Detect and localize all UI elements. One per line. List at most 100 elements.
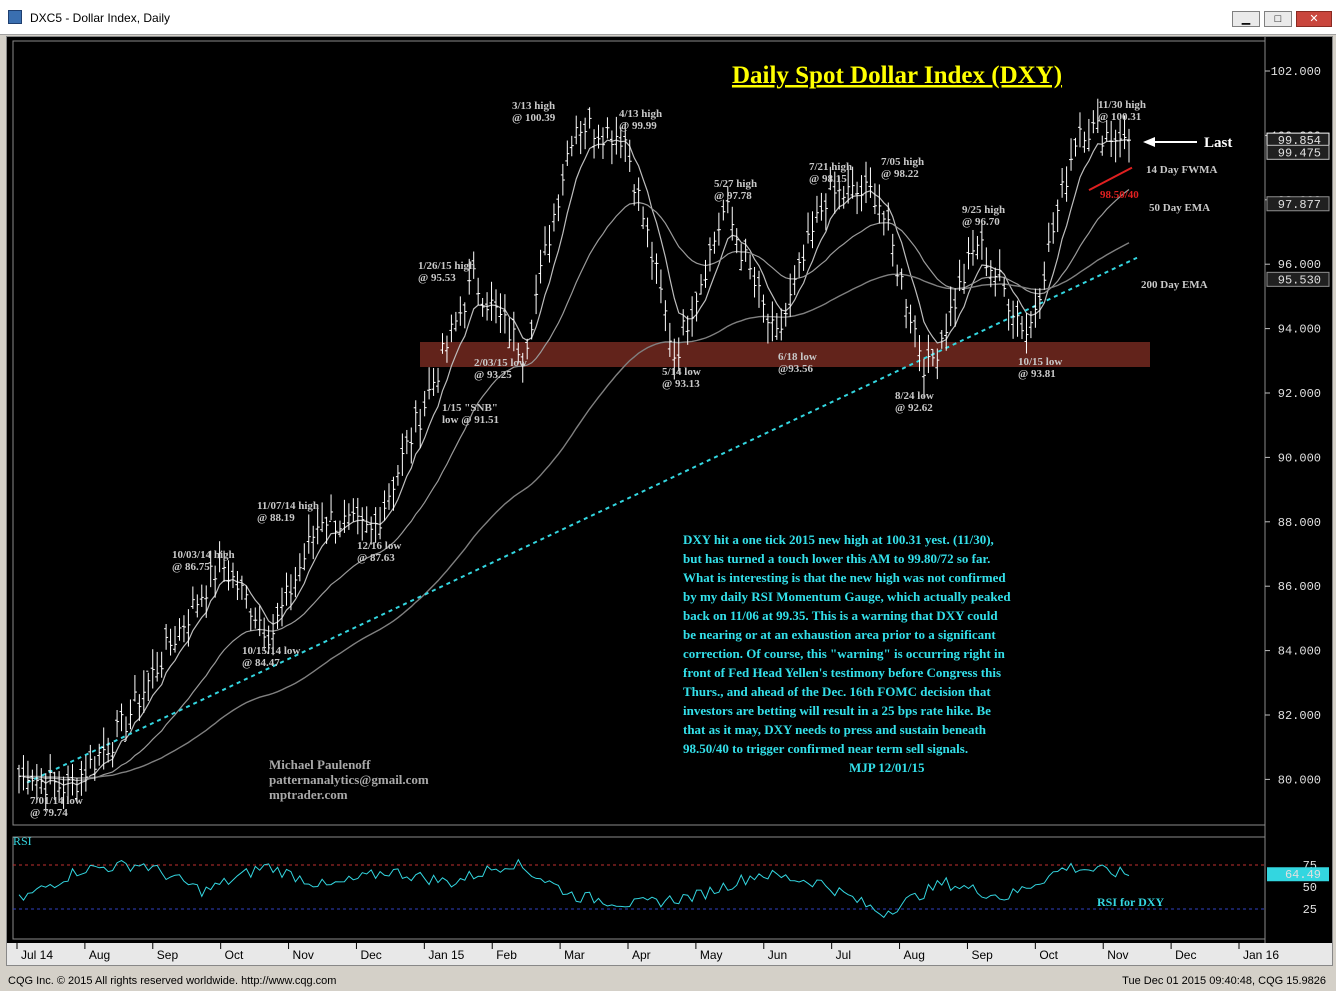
- price-bar: [926, 334, 931, 374]
- price-bar: [395, 464, 400, 486]
- price-bar: [939, 329, 944, 349]
- x-tick-label: Nov: [293, 948, 314, 962]
- price-bar: [850, 166, 855, 199]
- price-bar: [195, 594, 200, 618]
- annotation-line: @ 95.53: [418, 272, 456, 284]
- dxy-chart[interactable]: Daily Spot Dollar Index (DXY)3/13 high@ …: [7, 37, 1332, 965]
- window-titlebar: DXC5 - Dollar Index, Daily ▁ □ ✕: [0, 0, 1336, 35]
- price-bar: [569, 135, 574, 157]
- price-bar: [449, 314, 454, 343]
- x-tick-label: Sep: [971, 948, 993, 962]
- x-tick-label: Jul 14: [21, 948, 53, 962]
- price-bar: [846, 165, 851, 204]
- price-bar: [297, 553, 302, 582]
- price-bar: [739, 243, 744, 271]
- price-bar: [382, 490, 387, 521]
- annotation-line: @ 97.78: [714, 190, 752, 202]
- rsi-tick-label: 25: [1303, 903, 1317, 917]
- x-tick-label: Dec: [1175, 948, 1196, 962]
- price-bar: [70, 764, 75, 796]
- author-line: patternanalytics@gmail.com: [269, 772, 429, 787]
- price-bar: [783, 302, 788, 327]
- y-tick-label: 82.000: [1278, 709, 1321, 723]
- annotation: 6/18 low@93.56: [778, 351, 817, 375]
- price-bar: [855, 181, 860, 215]
- price-bar: [266, 625, 271, 655]
- price-bar: [199, 584, 204, 607]
- x-tick-label: Aug: [89, 948, 110, 962]
- x-axis-strip: [7, 943, 1332, 965]
- price-bar: [904, 298, 909, 329]
- annotation: 5/14 low@ 93.13: [662, 366, 701, 390]
- annotation-line: @ 88.19: [257, 512, 295, 524]
- price-bar: [997, 249, 1002, 282]
- annotation-line: 7/05 high: [881, 156, 924, 168]
- price-bar: [159, 651, 164, 678]
- x-tick-label: Nov: [1107, 948, 1128, 962]
- y-tick-label: 90.000: [1278, 451, 1321, 465]
- price-bar: [413, 400, 418, 433]
- minimize-button[interactable]: ▁: [1232, 11, 1260, 27]
- maximize-button[interactable]: □: [1264, 11, 1292, 27]
- annotation-line: 4/13 high: [619, 108, 662, 120]
- price-bar: [190, 586, 195, 609]
- price-bar: [881, 210, 886, 236]
- price-bar: [725, 186, 730, 214]
- commentary-line: front of Fed Head Yellen's testimony bef…: [683, 665, 1001, 680]
- annotation: 10/15/14 low@ 84.47: [242, 645, 300, 669]
- price-bar: [1127, 128, 1131, 163]
- annotation: 10/15 low@ 93.81: [1018, 356, 1062, 380]
- annotation-line: 9/25 high: [962, 204, 1005, 216]
- last-arrow-head: [1143, 137, 1155, 147]
- annotation-line: @ 79.74: [30, 807, 68, 819]
- price-bar: [79, 760, 84, 796]
- price-bar: [418, 408, 423, 448]
- price-bar: [868, 167, 873, 198]
- annotation-line: @ 93.81: [1018, 368, 1056, 380]
- price-bar: [1122, 115, 1127, 150]
- price-bar: [543, 226, 548, 256]
- annotation: 1/26/15 high@ 95.53: [418, 260, 475, 284]
- price-bar: [618, 127, 623, 159]
- annotation: 8/24 low@ 92.62: [895, 390, 934, 414]
- commentary-line: that as it may, DXY needs to press and s…: [683, 722, 987, 737]
- price-bar: [1073, 137, 1078, 157]
- price-bar: [774, 313, 779, 340]
- x-tick-label: Feb: [496, 948, 517, 962]
- commentary-line: by my daily RSI Momentum Gauge, which ac…: [683, 589, 1011, 604]
- price-bar: [516, 342, 521, 364]
- price-bar: [132, 675, 137, 702]
- price-bar: [409, 427, 414, 464]
- annotation-line: 5/14 low: [662, 366, 701, 378]
- level-label: 98.50/40: [1100, 189, 1139, 201]
- price-bar: [1011, 300, 1016, 339]
- annotations: Daily Spot Dollar Index (DXY)3/13 high@ …: [30, 62, 1232, 819]
- x-tick-label: Aug: [904, 948, 925, 962]
- price-bar: [792, 265, 797, 296]
- price-bar: [877, 184, 882, 224]
- price-bar: [476, 277, 481, 306]
- price-bar: [257, 605, 262, 637]
- price-bar: [1113, 129, 1118, 163]
- price-bar: [61, 776, 66, 809]
- price-bar: [609, 130, 614, 165]
- price-bar: [141, 670, 146, 713]
- price-bar: [819, 192, 824, 221]
- price-bar: [752, 266, 757, 298]
- price-bar: [962, 263, 967, 294]
- price-bar: [485, 292, 490, 321]
- price-bar: [681, 309, 686, 336]
- price-bar: [17, 764, 21, 794]
- price-bar: [230, 562, 235, 589]
- price-bar: [837, 176, 842, 210]
- close-button[interactable]: ✕: [1296, 11, 1332, 27]
- price-bar: [458, 296, 463, 326]
- annotation: 7/01/14 low@ 79.74: [30, 795, 83, 819]
- price-bar: [1095, 98, 1100, 134]
- price-bar: [30, 769, 35, 791]
- price-tag-box: [1266, 271, 1330, 287]
- price-bar: [574, 115, 579, 145]
- price-bar: [899, 268, 904, 290]
- red-level-line: [1088, 166, 1133, 192]
